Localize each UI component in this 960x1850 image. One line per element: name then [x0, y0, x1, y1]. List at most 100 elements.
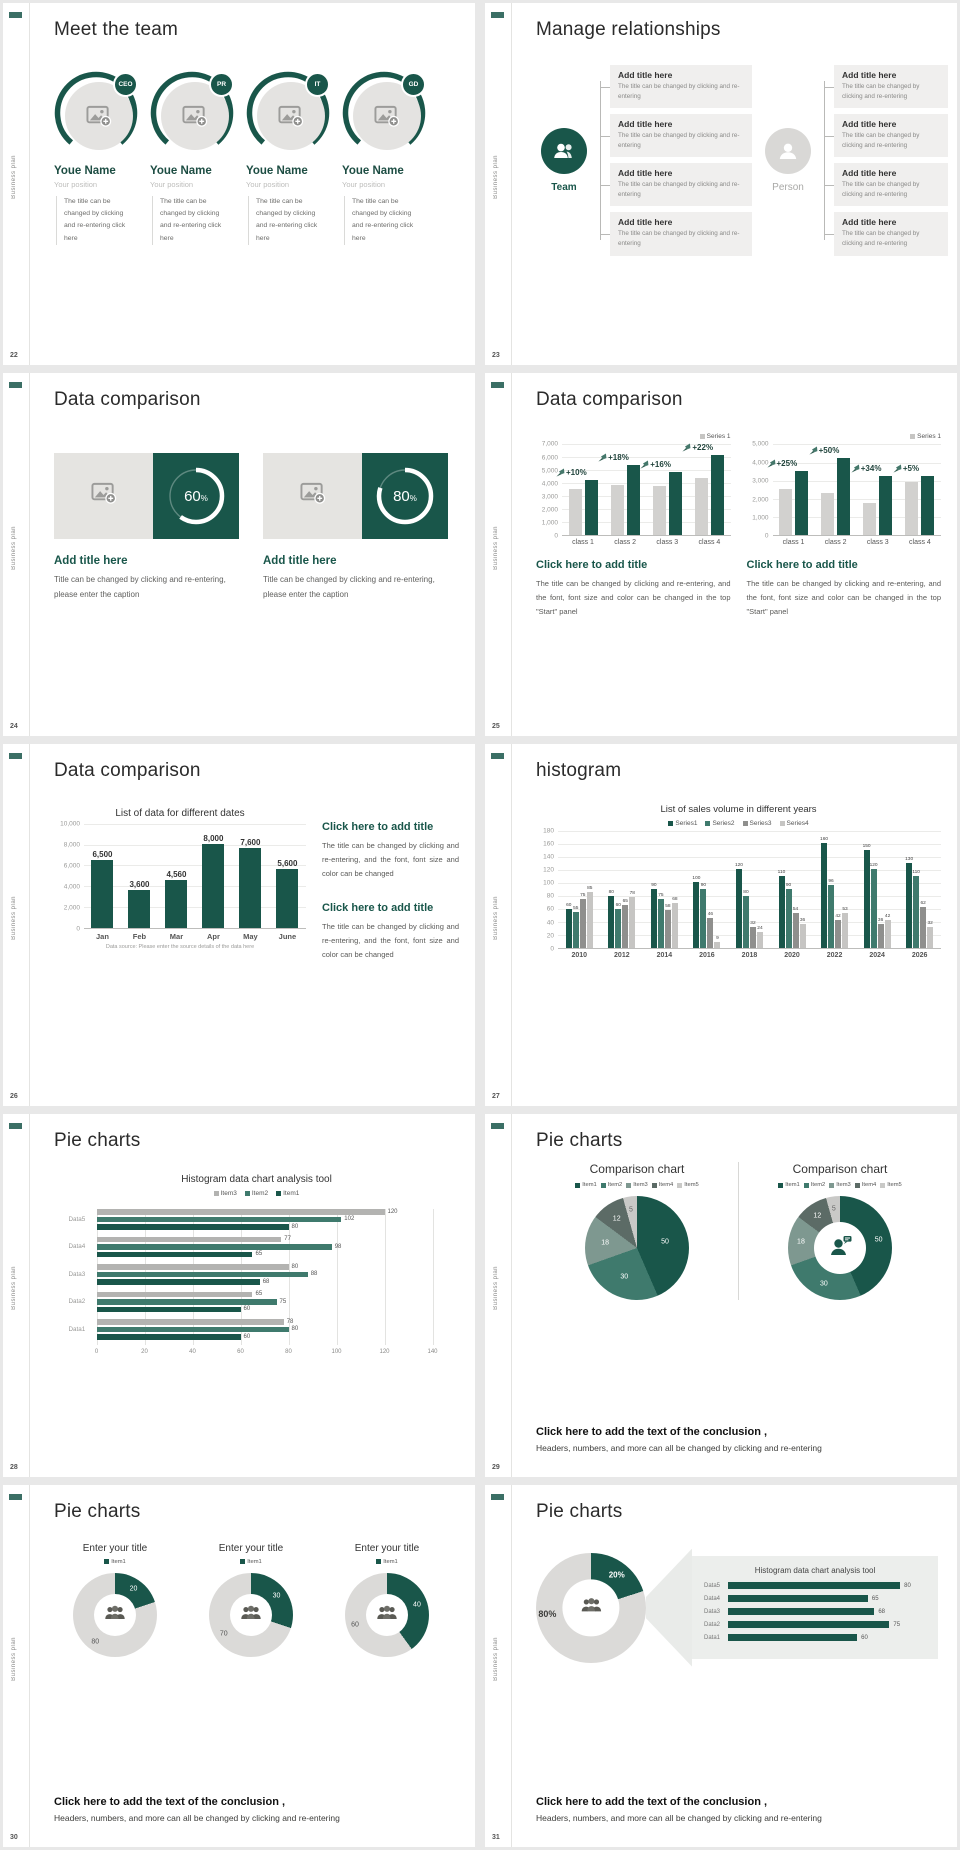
- brand-mark: [9, 382, 22, 389]
- gridline: [562, 444, 731, 446]
- category-label: Data4: [704, 1595, 721, 1602]
- slide-23[interactable]: Business plan 23 Manage relationships Te…: [485, 3, 957, 366]
- bar: 4,560: [165, 870, 188, 928]
- bar: 42: [835, 914, 842, 948]
- bar: [728, 1608, 875, 1616]
- x-axis: 0 20 40 60 80 100 120 140: [94, 1347, 438, 1357]
- legend-swatch: [213, 1191, 219, 1197]
- gridline: [384, 1209, 386, 1345]
- relationship-box: Add title here The title can be changed b…: [600, 65, 752, 109]
- bar-value-label: 46: [707, 911, 714, 917]
- box-title: Add title here: [842, 217, 897, 228]
- bar-line: 102: [96, 1216, 433, 1222]
- bar: 75: [579, 893, 586, 948]
- chart-body: 5,000 4,000 3,000 2,000 1,000 0 +25% +50% +34% +5…: [747, 441, 941, 540]
- percent-sign: %: [200, 493, 208, 503]
- progress-ring-80: 80%: [362, 453, 448, 540]
- bar: [96, 1334, 241, 1340]
- legend-label: Series2: [712, 819, 735, 827]
- slide-27[interactable]: Business plan 27 histogram List of sales…: [485, 743, 957, 1107]
- hbar-plot: Data5 120 102 80 Data4 77 98 65 Data3 80 88 68 Data2…: [69, 1209, 445, 1357]
- slide-22[interactable]: Business plan 22 Meet the team CEO Youe N…: [3, 3, 475, 366]
- y-axis: 5,000 4,000 3,000 2,000 1,000 0: [747, 441, 773, 540]
- person-icon: [765, 127, 811, 174]
- chart-body: 7,000 6,000 5,000 4,000 3,000 2,000 1,000 0 +10%…: [536, 441, 731, 540]
- donut-hole: [814, 1222, 866, 1275]
- y-tick-label: 8,000: [63, 841, 80, 849]
- bar-value-label: 75: [893, 1621, 901, 1628]
- caption-body: The title can be changed by clicking and…: [746, 579, 942, 617]
- slide-number: 28: [10, 1463, 18, 1471]
- gridline: [558, 856, 941, 858]
- progress-ring-svg: [167, 468, 225, 525]
- category-label: Data1: [704, 1634, 721, 1641]
- pie-label: 30: [820, 1280, 828, 1288]
- donut-chart: 20% 80%: [536, 1552, 646, 1663]
- bar: 90: [785, 883, 792, 948]
- category-label: Data2: [704, 1621, 721, 1628]
- bar: [905, 482, 919, 536]
- caption-body: The title can be changed by clicking and…: [536, 579, 731, 617]
- x-tick-label: 0: [94, 1348, 99, 1355]
- slide-28[interactable]: Business plan 28 Pie charts Histogram da…: [3, 1114, 475, 1477]
- bar-line: 77: [96, 1236, 433, 1242]
- legend-label: Item3: [633, 1182, 648, 1189]
- progress-value: 60%: [184, 488, 208, 505]
- bar: [610, 485, 624, 536]
- slide-29[interactable]: Business plan 29 Pie charts Comparison c…: [485, 1114, 957, 1477]
- legend-swatch: [240, 1559, 246, 1565]
- bar-value-label: 65: [255, 1251, 263, 1258]
- slide-31[interactable]: Business plan 31 Pie charts 20% 80% Histo…: [485, 1484, 957, 1847]
- slide-26[interactable]: Business plan 26 Data comparison List of…: [3, 743, 475, 1107]
- avatar: CEO: [54, 71, 138, 155]
- mini-bar-row: Data1 60: [704, 1634, 926, 1642]
- bar: [668, 472, 682, 536]
- pie-label: 5: [831, 1205, 836, 1213]
- slide-30[interactable]: Business plan 30 Pie charts Enter your t…: [3, 1484, 475, 1847]
- bar-group: 8,000: [195, 824, 232, 928]
- bar-value-label: 60: [861, 1634, 868, 1641]
- slide-number: 27: [492, 1093, 500, 1101]
- slide-24[interactable]: Business plan 24 Data comparison 60% Add…: [3, 373, 475, 736]
- bar: [879, 476, 893, 536]
- bar-lines: 65 75 60: [96, 1291, 433, 1312]
- brand-mark: [9, 752, 22, 759]
- brand-mark: [491, 1123, 504, 1130]
- slide-side-strip: Business plan 30: [3, 1484, 30, 1847]
- gridline: [84, 865, 306, 867]
- chart-and-captions: List of data for different dates 10,000 8,…: [54, 808, 459, 962]
- chart-panel: Series 1 7,000 6,000 5,000 4,000 3,000 2,000 1,…: [536, 433, 731, 619]
- bar-value-label: 88: [310, 1271, 318, 1278]
- y-tick-label: 0: [76, 925, 80, 933]
- bar-line: 60: [96, 1334, 433, 1340]
- pie-label: 30: [620, 1273, 629, 1281]
- x-axis: class 1 class 2 class 3 class 4: [773, 536, 942, 546]
- member-name: Youe Name: [54, 165, 116, 177]
- caption-title: Click here to add title: [746, 559, 858, 572]
- legend-label: Item4: [861, 1182, 877, 1189]
- legend-item: Item4: [651, 1182, 673, 1188]
- bar: 150: [863, 844, 871, 948]
- avatar-photo-placeholder: [161, 82, 229, 150]
- legend-swatch: [668, 820, 674, 826]
- box-title: Add title here: [842, 119, 897, 130]
- hbar-group: Data3 80 88 68: [69, 1264, 433, 1285]
- bar-value-label: 120: [734, 862, 743, 868]
- legend-swatch: [910, 434, 916, 440]
- y-axis: 10,000 8,000 6,000 4,000 2,000 0: [54, 820, 84, 933]
- legend-swatch: [705, 820, 711, 826]
- bar: 36: [799, 918, 806, 948]
- donut-panel: Comparison chart Item1 Item2 Item3 Item4 Ite…: [738, 1162, 941, 1301]
- box-title: Add title here: [842, 168, 897, 179]
- bar-value-label: 54: [792, 906, 799, 912]
- legend-item: Series 1: [699, 433, 731, 440]
- x-tick-label: 140: [427, 1348, 438, 1355]
- legend-swatch: [829, 1182, 835, 1188]
- box-body: The title can be changed by clicking and…: [618, 132, 740, 150]
- legend-item: Item1: [778, 1182, 800, 1188]
- slide-25[interactable]: Business plan 25 Data comparison Series …: [485, 373, 957, 736]
- people-icon: [375, 1605, 399, 1625]
- slide-number: 22: [10, 352, 18, 360]
- bar: 68: [671, 897, 678, 948]
- donut-chart: 50 30 18 12 5: [788, 1196, 892, 1301]
